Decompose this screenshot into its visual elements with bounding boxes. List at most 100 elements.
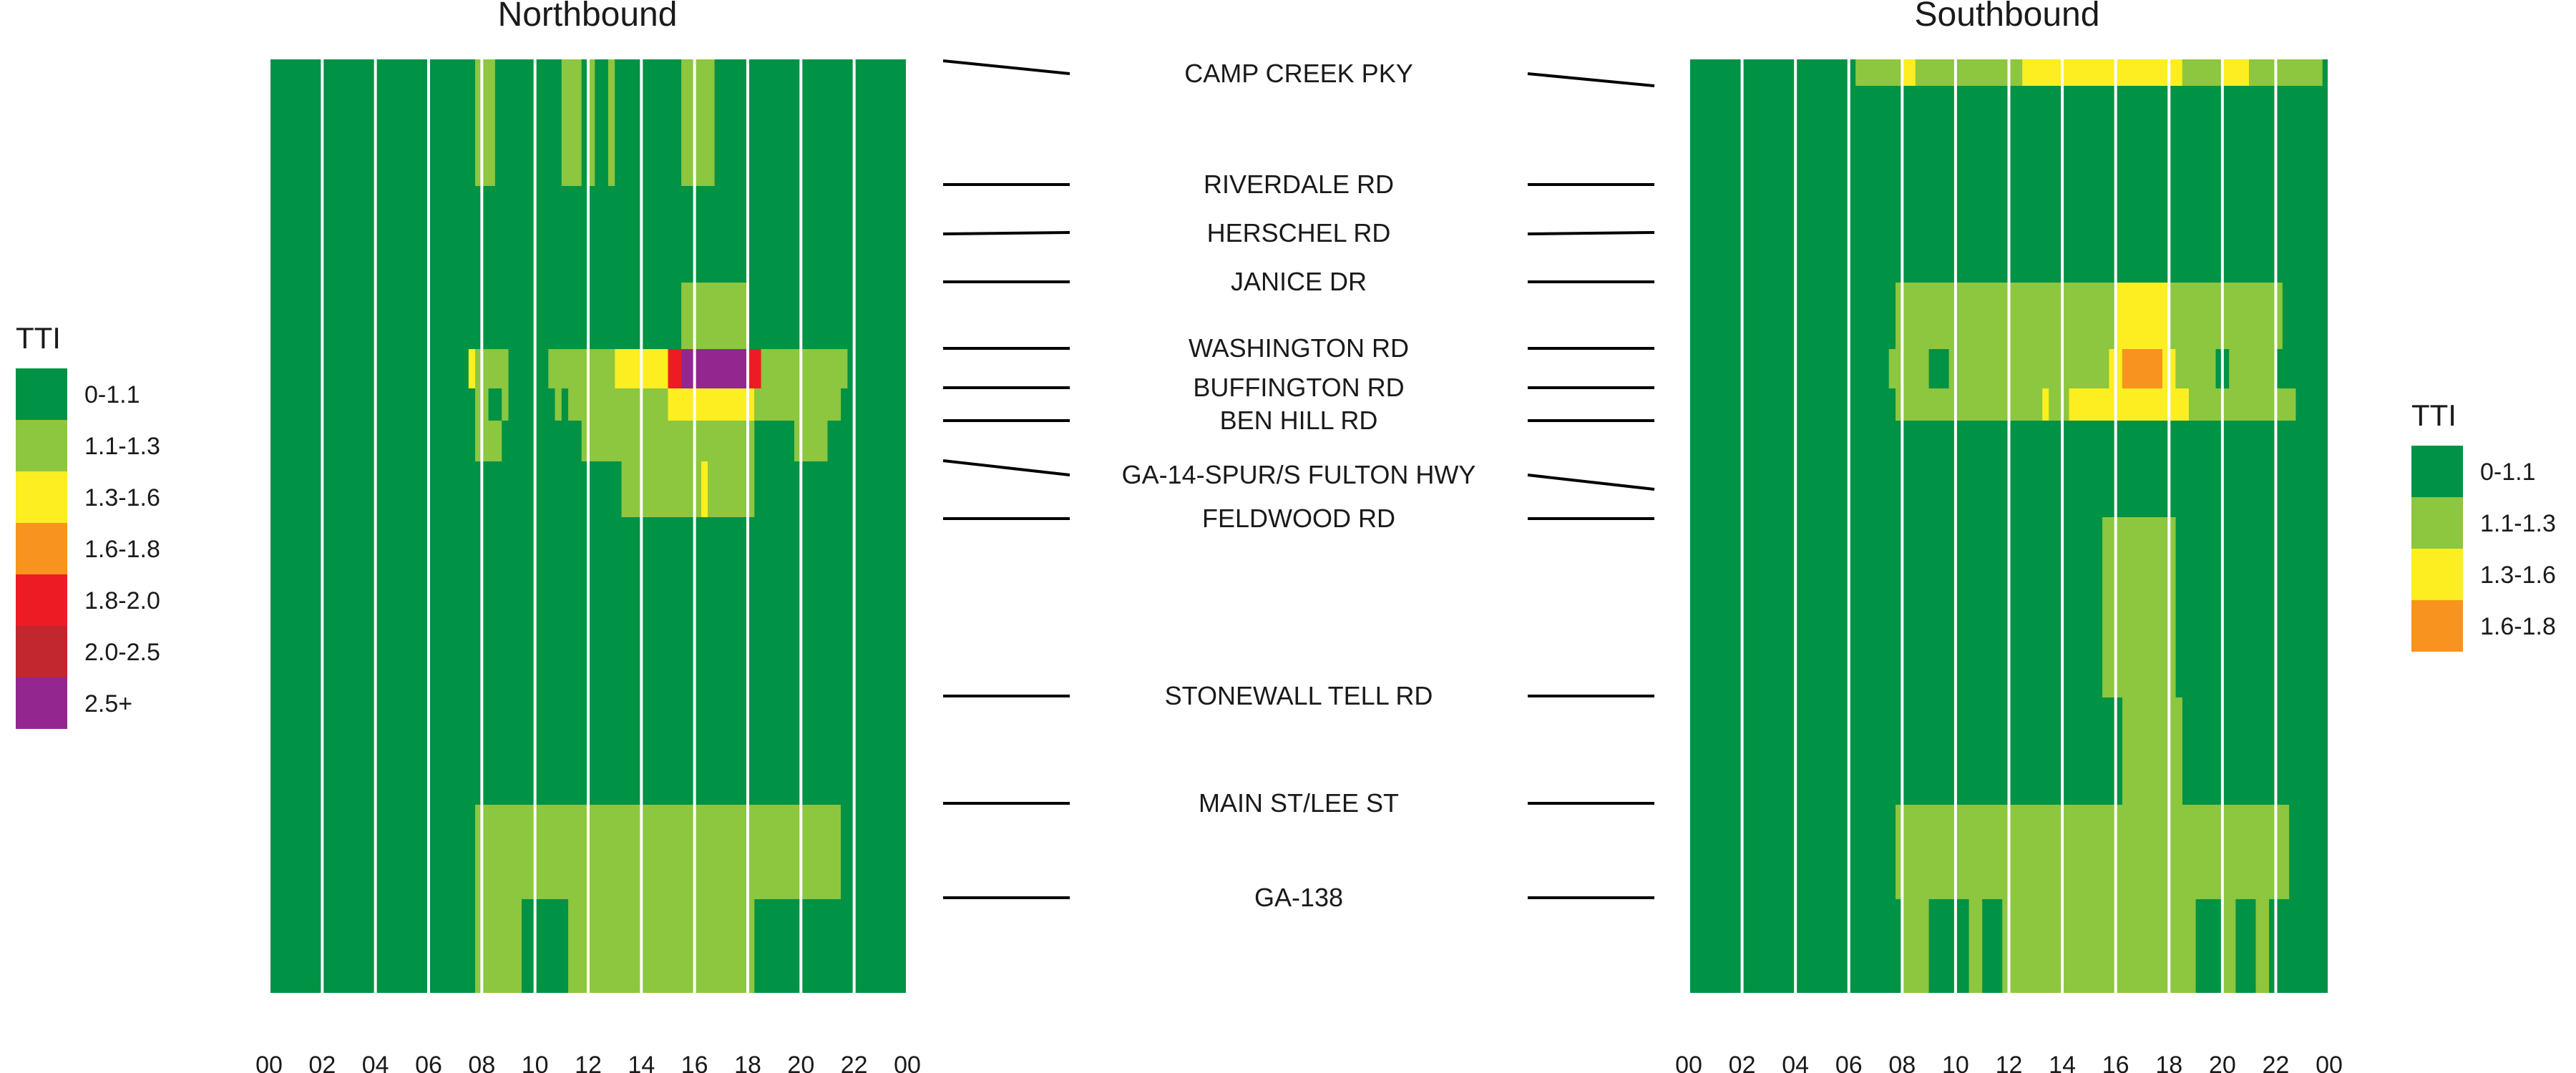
northbound-x-axis: 00 02 04 06 08 10 12 14 16 18 20 22 00	[255, 1052, 921, 1073]
sb-heatmap-cell	[2249, 59, 2323, 86]
nb-heatmap-cell	[748, 349, 761, 388]
road-label: BUFFINGTON RD	[1193, 373, 1404, 402]
left-legend-label: 2.0-2.5	[84, 639, 160, 666]
nb-x-tick-label: 08	[468, 1052, 495, 1073]
nb-heatmap-cell	[681, 349, 748, 388]
road-connector-right	[1527, 231, 1655, 235]
sb-heatmap-cell	[1902, 899, 1929, 993]
sb-heatmap-cell	[2122, 697, 2182, 805]
nb-heatmap-cell	[475, 421, 502, 461]
nb-heatmap-cell	[608, 59, 615, 186]
right-legend-label: 1.3-1.6	[2480, 562, 2556, 589]
sb-heatmap-cell	[2175, 349, 2216, 388]
road-connector-left	[942, 459, 1070, 476]
left-legend-swatch	[16, 574, 67, 626]
sb-heatmap-cell	[1896, 388, 2043, 421]
nb-heatmap-cell	[668, 388, 755, 421]
sb-heatmap-cell	[2189, 388, 2296, 421]
nb-heatmap-cell	[621, 461, 701, 517]
sb-heatmap-cell	[2122, 349, 2162, 388]
sb-heatmap-cell	[2182, 59, 2223, 86]
sb-heatmap-cell	[1968, 899, 1983, 993]
nb-heatmap-cell	[568, 899, 755, 993]
left-legend-swatch	[16, 626, 67, 677]
sb-heatmap-cell	[1888, 349, 1929, 388]
right-legend: TTI 0-1.1 1.1-1.3 1.3-1.6 1.6-1.8	[2411, 398, 2556, 652]
left-legend-label: 0-1.1	[84, 381, 140, 408]
sb-heatmap-cell	[2115, 283, 2170, 349]
right-legend-swatch	[2411, 600, 2463, 652]
northbound-heatmap	[268, 59, 909, 993]
nb-heatmap-cell	[701, 461, 708, 517]
nb-x-tick-label: 12	[575, 1052, 602, 1073]
right-legend-swatch	[2411, 549, 2463, 600]
nb-x-tick-label: 00	[255, 1052, 283, 1073]
nb-x-tick-label: 04	[362, 1052, 389, 1073]
nb-x-tick-label: 22	[841, 1052, 868, 1073]
nb-heatmap-cell	[588, 59, 595, 186]
right-legend-label: 1.1-1.3	[2480, 510, 2556, 537]
sb-heatmap-cell	[2255, 899, 2269, 993]
sb-heatmap-cell	[2222, 59, 2250, 86]
nb-x-tick-label: 06	[415, 1052, 442, 1073]
sb-heatmap-cell	[1896, 283, 2116, 349]
nb-heatmap-cell	[468, 349, 476, 388]
southbound-title: Southbound	[1915, 0, 2100, 34]
nb-heatmap-cell	[681, 59, 715, 186]
nb-heatmap-cell	[548, 349, 615, 388]
left-legend-title: TTI	[16, 321, 61, 355]
left-legend-label: 2.5+	[84, 690, 132, 717]
left-legend-label: 1.3-1.6	[84, 484, 160, 511]
sb-heatmap-cell	[2102, 517, 2176, 697]
road-label: GA-14-SPUR/S FULTON HWY	[1122, 460, 1476, 489]
nb-x-tick-label: 18	[734, 1052, 761, 1073]
sb-x-tick-label: 18	[2155, 1052, 2182, 1073]
nb-x-tick-label: 14	[628, 1052, 655, 1073]
sb-heatmap-cell	[2049, 388, 2069, 421]
nb-heatmap-cell	[754, 388, 841, 421]
nb-heatmap-cell	[668, 349, 682, 388]
left-legend-label: 1.8-2.0	[84, 587, 160, 614]
sb-x-tick-label: 22	[2263, 1052, 2290, 1073]
road-label: CAMP CREEK PKY	[1184, 59, 1413, 88]
sb-x-tick-label: 04	[1782, 1052, 1809, 1073]
road-label: JANICE DR	[1231, 267, 1367, 296]
right-legend-swatch	[2411, 446, 2463, 497]
left-legend-swatch	[16, 420, 67, 471]
nb-heatmap-cell	[475, 59, 495, 186]
sb-x-tick-label: 10	[1942, 1052, 1969, 1073]
road-label: WASHINGTON RD	[1189, 333, 1409, 363]
sb-x-tick-label: 00	[1675, 1052, 1702, 1073]
road-connector-left	[942, 231, 1070, 235]
road-connector-right	[1527, 72, 1655, 87]
nb-heatmap-cell	[561, 59, 582, 186]
sb-x-tick-label: 20	[2209, 1052, 2236, 1073]
left-legend-label: 1.1-1.3	[84, 433, 160, 460]
left-legend-swatch	[16, 677, 67, 729]
nb-heatmap-cell	[681, 283, 748, 349]
sb-heatmap-cell	[1902, 59, 1916, 86]
sb-heatmap-cell	[1916, 59, 2023, 86]
nb-heatmap-cell	[475, 805, 841, 899]
sb-heatmap-cell	[1855, 59, 1903, 86]
right-legend-label: 1.6-1.8	[2480, 613, 2556, 640]
sb-heatmap-cell	[2069, 388, 2190, 421]
sb-x-tick-label: 14	[2049, 1052, 2076, 1073]
southbound-heatmap	[1687, 59, 2331, 993]
sb-x-tick-label: 06	[1835, 1052, 1863, 1073]
sb-heatmap-cell	[2022, 59, 2182, 86]
northbound-title: Northbound	[498, 0, 678, 34]
sb-x-tick-label: 16	[2102, 1052, 2129, 1073]
sb-heatmap-cell	[2169, 283, 2283, 349]
nb-x-tick-label: 20	[787, 1052, 814, 1073]
left-legend: TTI 0-1.1 1.1-1.3 1.3-1.6 1.6-1.8 1.8-2.0 2.0…	[16, 321, 160, 729]
road-label: GA-138	[1254, 883, 1343, 912]
road-label: FELDWOOD RD	[1202, 504, 1395, 533]
sb-heatmap-cell	[2222, 899, 2236, 993]
road-label: BEN HILL RD	[1220, 406, 1378, 435]
nb-heatmap-cell	[502, 388, 509, 421]
sb-x-tick-label: 12	[1996, 1052, 2023, 1073]
left-legend-swatch	[16, 368, 67, 420]
sb-heatmap-cell	[2002, 899, 2196, 993]
